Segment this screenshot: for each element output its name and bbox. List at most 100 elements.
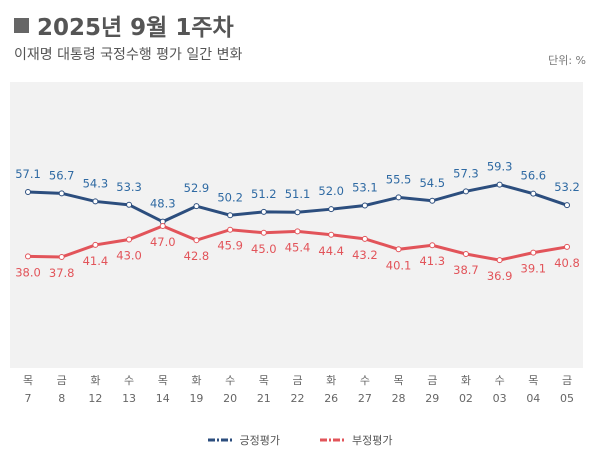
data-point [58,254,65,261]
data-label: 54.5 [419,176,445,190]
data-point [361,235,368,242]
data-point [429,242,436,249]
data-label: 41.4 [83,254,109,268]
data-point [92,241,99,248]
data-point [25,253,31,260]
data-label: 41.3 [419,254,445,268]
data-label: 50.2 [217,190,243,204]
x-tick-day: 금 [562,374,572,387]
x-tick-date: 27 [358,392,372,405]
data-point [395,194,402,201]
x-tick-date: 03 [493,392,507,405]
x-tick-day: 수 [124,374,134,387]
x-tick-day: 금 [427,374,437,387]
x-tick-date: 12 [88,392,102,405]
data-label: 56.6 [521,169,547,183]
chart-subtitle: 이재명 대통령 국정수행 평가 일간 변화 [14,47,243,63]
unit-label: 단위: % [548,54,586,67]
data-point [126,201,133,208]
data-label: 48.3 [150,197,176,211]
data-point [294,228,301,235]
data-point [294,209,301,216]
data-label: 53.3 [116,180,142,194]
data-label: 36.9 [487,269,513,283]
data-point [193,237,200,244]
data-label: 40.8 [554,256,580,270]
x-tick-day: 목 [394,374,404,387]
data-point [227,226,234,233]
title-square-icon [14,17,29,33]
data-point [159,223,166,230]
data-point [564,243,570,250]
x-tick-date: 20 [223,392,237,405]
data-label: 57.3 [453,166,479,180]
x-tick-day: 수 [495,374,505,387]
data-label: 43.0 [116,249,142,263]
data-label: 38.0 [15,265,41,279]
data-label: 44.4 [318,244,344,258]
data-point [92,198,99,205]
data-label: 52.9 [184,181,210,195]
x-tick-day: 목 [158,374,168,387]
data-point [58,190,65,197]
x-tick-date: 7 [25,392,32,405]
x-tick-date: 13 [122,392,136,405]
legend: 긍정평가 부정평가 [0,432,600,448]
data-label: 57.1 [15,167,41,181]
data-point [395,246,402,253]
x-tick-date: 21 [257,392,271,405]
data-point [193,203,200,210]
x-tick-date: 04 [526,392,540,405]
data-point [25,189,31,195]
data-point [260,229,267,236]
data-point [564,202,570,209]
data-point [126,236,133,243]
data-point [496,257,503,264]
data-point [227,212,234,219]
x-tick-day: 화 [461,374,471,387]
data-label: 45.9 [217,239,243,253]
data-point [361,202,368,209]
chart-title: 2025년 9월 1주차 [14,8,234,42]
x-tick-day: 화 [191,374,201,387]
x-tick-date: 05 [560,392,574,405]
data-label: 45.0 [251,242,277,256]
x-tick-day: 수 [225,374,235,387]
data-point [496,181,503,188]
x-tick-date: 19 [189,392,203,405]
data-label: 56.7 [49,168,75,182]
data-point [260,208,267,215]
data-label: 51.1 [285,187,311,201]
x-tick-day: 금 [57,374,67,387]
legend-item-negative: 부정평가 [320,434,393,447]
x-tick-day: 목 [259,374,269,387]
data-label: 54.3 [83,176,109,190]
x-tick-date: 14 [156,392,170,405]
data-label: 37.8 [49,266,75,280]
x-tick-date: 22 [291,392,305,405]
line-chart: 목 7 금 8 화 12 수 13 목 14 화 19 수 20 목 21 금 22 화 26 수 27 목 28 금 29 화 02… [10,82,583,405]
data-point [328,231,335,238]
x-tick-date: 8 [58,392,65,405]
data-point [429,197,436,204]
data-label: 55.5 [386,172,412,186]
data-label: 53.2 [554,180,580,194]
x-tick-date: 29 [425,392,439,405]
x-tick-day: 화 [90,374,100,387]
x-tick-date: 02 [459,392,473,405]
data-label: 45.4 [285,240,311,254]
data-label: 52.0 [318,184,344,198]
data-label: 51.2 [251,187,277,201]
x-tick-day: 목 [23,374,33,387]
data-label: 40.1 [386,258,412,272]
data-point [530,190,537,197]
x-tick-date: 28 [392,392,406,405]
data-point [462,251,469,258]
data-label: 43.2 [352,248,378,262]
data-label: 59.3 [487,160,513,174]
x-tick-day: 금 [292,374,302,387]
data-label: 38.7 [453,263,479,277]
data-label: 53.1 [352,180,378,194]
plot-area [10,82,583,368]
data-label: 47.0 [150,235,176,249]
